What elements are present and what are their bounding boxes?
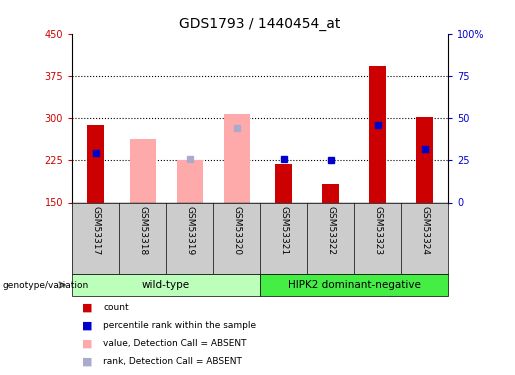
Bar: [177, 160, 202, 202]
Bar: [88, 125, 104, 202]
Text: ■: ■: [82, 321, 93, 330]
Text: GSM53324: GSM53324: [420, 206, 429, 255]
Text: GSM53317: GSM53317: [91, 206, 100, 255]
Bar: [369, 66, 386, 203]
Bar: [130, 139, 156, 202]
Bar: [260, 274, 448, 296]
Bar: [224, 114, 249, 202]
Text: rank, Detection Call = ABSENT: rank, Detection Call = ABSENT: [103, 357, 242, 366]
Text: ■: ■: [82, 339, 93, 348]
Text: wild-type: wild-type: [142, 280, 190, 290]
Bar: [416, 117, 433, 202]
Text: HIPK2 dominant-negative: HIPK2 dominant-negative: [287, 280, 421, 290]
Text: GSM53319: GSM53319: [185, 206, 194, 255]
Bar: [276, 164, 292, 202]
Text: GSM53323: GSM53323: [373, 206, 382, 255]
Text: value, Detection Call = ABSENT: value, Detection Call = ABSENT: [103, 339, 247, 348]
Title: GDS1793 / 1440454_at: GDS1793 / 1440454_at: [179, 17, 341, 32]
Text: GSM53318: GSM53318: [138, 206, 147, 255]
Text: ■: ■: [82, 357, 93, 366]
Text: count: count: [103, 303, 129, 312]
Text: GSM53321: GSM53321: [279, 206, 288, 255]
Text: ■: ■: [82, 303, 93, 312]
Bar: [322, 184, 339, 203]
Text: percentile rank within the sample: percentile rank within the sample: [103, 321, 256, 330]
Text: genotype/variation: genotype/variation: [3, 280, 89, 290]
Text: GSM53320: GSM53320: [232, 206, 241, 255]
Bar: [72, 274, 260, 296]
Text: GSM53322: GSM53322: [326, 206, 335, 255]
